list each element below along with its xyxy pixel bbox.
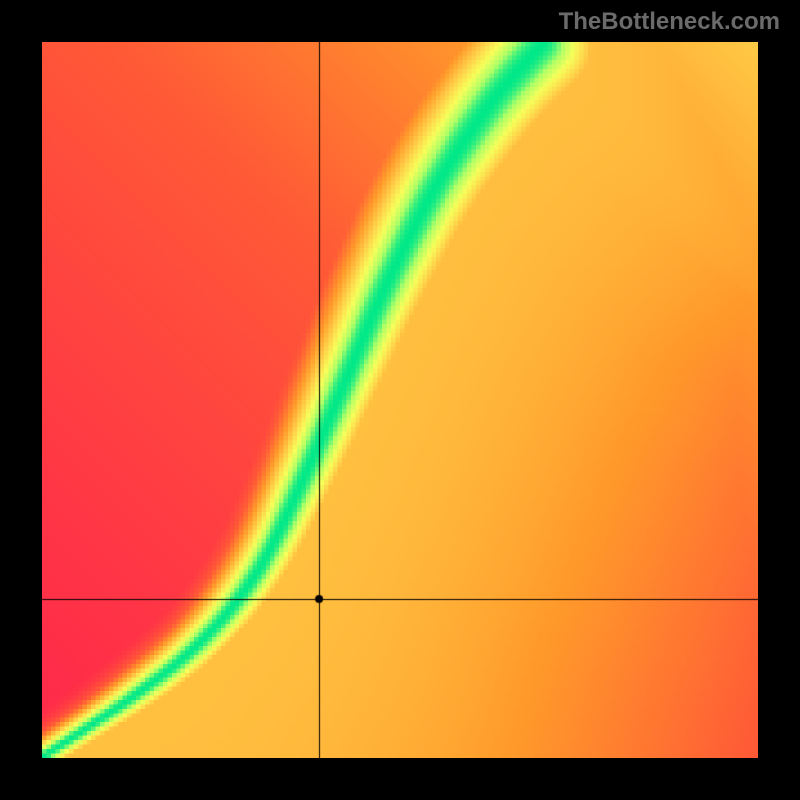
watermark-text: TheBottleneck.com: [559, 8, 780, 36]
crosshair-overlay: [42, 42, 758, 758]
